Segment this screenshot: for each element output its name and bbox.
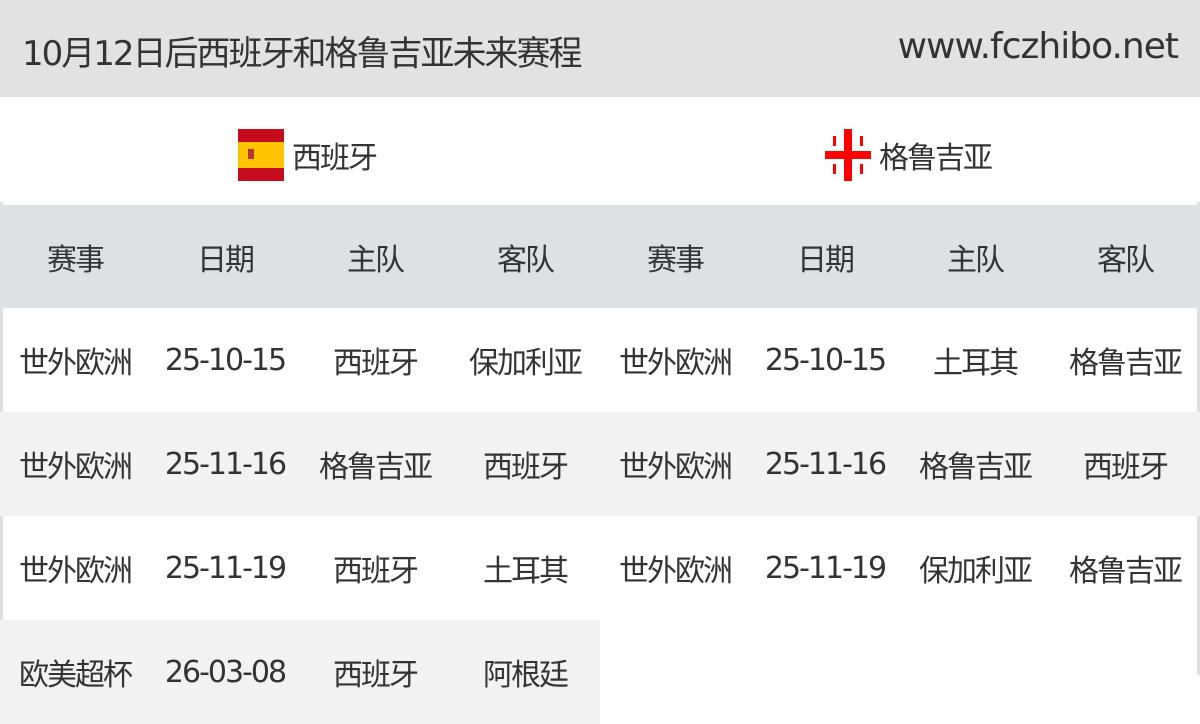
table-cell: 世外欧洲 — [19, 554, 133, 589]
table-cell: 保加利亚 — [919, 554, 1033, 589]
table-row: 欧美超杯 26-03-08 西班牙 阿根廷 — [0, 620, 600, 724]
table-cell: 保加利亚 — [469, 346, 583, 381]
col-header: 赛事 — [47, 242, 105, 278]
table-cell: 西班牙 — [1083, 450, 1169, 485]
page-title: 10月12日后西班牙和格鲁吉亚未来赛程 — [22, 34, 583, 74]
table-cell: 世外欧洲 — [19, 346, 133, 381]
table-cell: 世外欧洲 — [619, 554, 733, 589]
teams-row: 西班牙 格鲁吉亚 — [0, 97, 1200, 202]
col-header: 客队 — [497, 242, 555, 278]
table-frame — [0, 97, 1200, 675]
col-header: 日期 — [797, 242, 855, 278]
team-spain: 西班牙 — [238, 129, 378, 181]
table-cell: 世外欧洲 — [619, 450, 733, 485]
col-header: 赛事 — [647, 242, 705, 278]
table-cell: 欧美超杯 — [19, 658, 133, 693]
col-header: 主队 — [947, 242, 1005, 278]
table-cell: 土耳其 — [933, 346, 1019, 381]
table-row: 世外欧洲 25-11-16 格鲁吉亚 西班牙 世外欧洲 25-11-16 格鲁吉亚 西班牙 — [0, 412, 1200, 516]
georgia-flag-icon — [825, 129, 871, 181]
table-cell: 25-11-16 — [164, 446, 287, 482]
table-cell: 格鲁吉亚 — [1069, 554, 1183, 589]
site-url[interactable]: www.fczhibo.net — [897, 26, 1179, 67]
table-row: 世外欧洲 25-10-15 西班牙 保加利亚 世外欧洲 25-10-15 土耳其 格鲁吉亚 — [0, 308, 1200, 412]
table-cell: 土耳其 — [483, 554, 569, 589]
team-georgia: 格鲁吉亚 — [825, 129, 993, 181]
table-cell: 西班牙 — [483, 450, 569, 485]
table-cell: 阿根廷 — [483, 658, 569, 693]
team-name: 格鲁吉亚 — [879, 141, 993, 176]
table-cell: 25-10-15 — [164, 342, 287, 378]
table-cell: 25-11-19 — [164, 550, 287, 586]
col-header: 主队 — [347, 242, 405, 278]
table-cell: 西班牙 — [333, 658, 419, 693]
column-headers: 赛事 日期 主队 客队 赛事 日期 主队 客队 — [0, 205, 1200, 308]
table-cell: 25-11-16 — [764, 446, 887, 482]
table-cell: 格鲁吉亚 — [919, 450, 1033, 485]
team-name: 西班牙 — [292, 141, 378, 176]
col-header: 客队 — [1097, 242, 1155, 278]
table-cell: 格鲁吉亚 — [1069, 346, 1183, 381]
title-bar: 10月12日后西班牙和格鲁吉亚未来赛程 www.fczhibo.net — [0, 0, 1200, 97]
table-cell: 26-03-08 — [164, 654, 287, 690]
table-cell: 25-11-19 — [764, 550, 887, 586]
table-cell: 西班牙 — [333, 554, 419, 589]
table-row: 世外欧洲 25-11-19 西班牙 土耳其 世外欧洲 25-11-19 保加利亚 格鲁吉亚 — [0, 516, 1200, 620]
table-cell: 世外欧洲 — [19, 450, 133, 485]
table-cell: 世外欧洲 — [619, 346, 733, 381]
table-cell: 西班牙 — [333, 346, 419, 381]
table-cell: 格鲁吉亚 — [319, 450, 433, 485]
table-cell: 25-10-15 — [764, 342, 887, 378]
spain-flag-icon — [238, 129, 284, 181]
col-header: 日期 — [197, 242, 255, 278]
